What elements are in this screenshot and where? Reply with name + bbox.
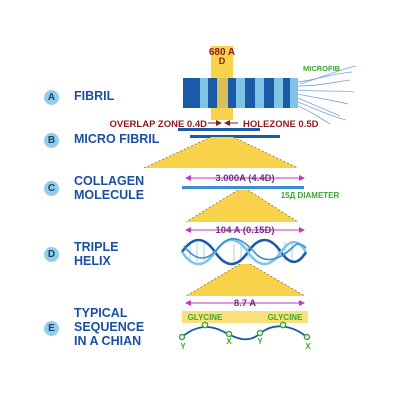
row-micro-fibril: B MICRO FIBRIL <box>44 132 194 148</box>
microfibril-strands <box>297 65 357 125</box>
badge-c: C <box>44 181 59 196</box>
badge-e: E <box>44 321 59 336</box>
period-value-text: 680 A <box>209 47 235 58</box>
row-triple-helix: D TRIPLE HELIX <box>44 240 174 268</box>
sequence-chain <box>181 325 309 341</box>
badge-a: A <box>44 90 59 105</box>
microfibril-bar-upper <box>178 128 260 131</box>
residue-spacing-text: 8.7 A <box>234 298 256 309</box>
row-collagen-molecule: C COLLAGEN MOLECULE <box>44 174 174 202</box>
label-typical-sequence: TYPICAL SEQUENCE IN A CHIAN <box>74 306 145 348</box>
residue-x2-text: X <box>305 342 311 351</box>
hole-zone-text: HOLEZONE 0.5D <box>243 119 319 130</box>
label-triple-helix: TRIPLE HELIX <box>74 240 119 268</box>
microfib-text: MICROFIB <box>303 64 341 73</box>
glycine-left-text: GLYCINE <box>188 313 223 322</box>
glycine-right-text: GLYCINE <box>268 313 303 322</box>
fibril-bar <box>183 78 298 108</box>
collagen-molecule-rod <box>182 186 304 189</box>
zoom-funnel-helix <box>186 264 305 296</box>
row-typical-sequence: E TYPICAL SEQUENCE IN A CHIAN <box>44 306 174 348</box>
zoom-funnel-molecule <box>186 190 298 222</box>
sequence-residues <box>178 321 311 341</box>
triple-helix <box>180 237 308 266</box>
label-micro-fibril: MICRO FIBRIL <box>74 132 160 146</box>
microfibril-bar-lower <box>190 135 280 138</box>
helix-pitch-text: 104 A (0.15D) <box>216 225 275 236</box>
period-unit-text: D <box>219 56 226 66</box>
label-collagen-molecule: COLLAGEN MOLECULE <box>74 174 145 202</box>
badge-d: D <box>44 247 59 262</box>
sequence-band <box>182 311 308 323</box>
residue-x1-text: X <box>226 337 232 346</box>
badge-b: B <box>44 133 59 148</box>
residue-y2-text: Y <box>257 337 263 346</box>
residue-y1-text: Y <box>180 342 186 351</box>
zoom-funnel-microfibril <box>144 137 298 168</box>
molecule-length-text: 3.000A (4.4D) <box>215 173 274 184</box>
label-fibril: FIBRIL <box>74 89 115 103</box>
overlap-zone-text: OVERLAP ZONE 0.4D <box>110 119 208 130</box>
row-fibril: A FIBRIL <box>44 89 174 105</box>
diameter-text: 15Д DIAMETER <box>281 191 340 200</box>
